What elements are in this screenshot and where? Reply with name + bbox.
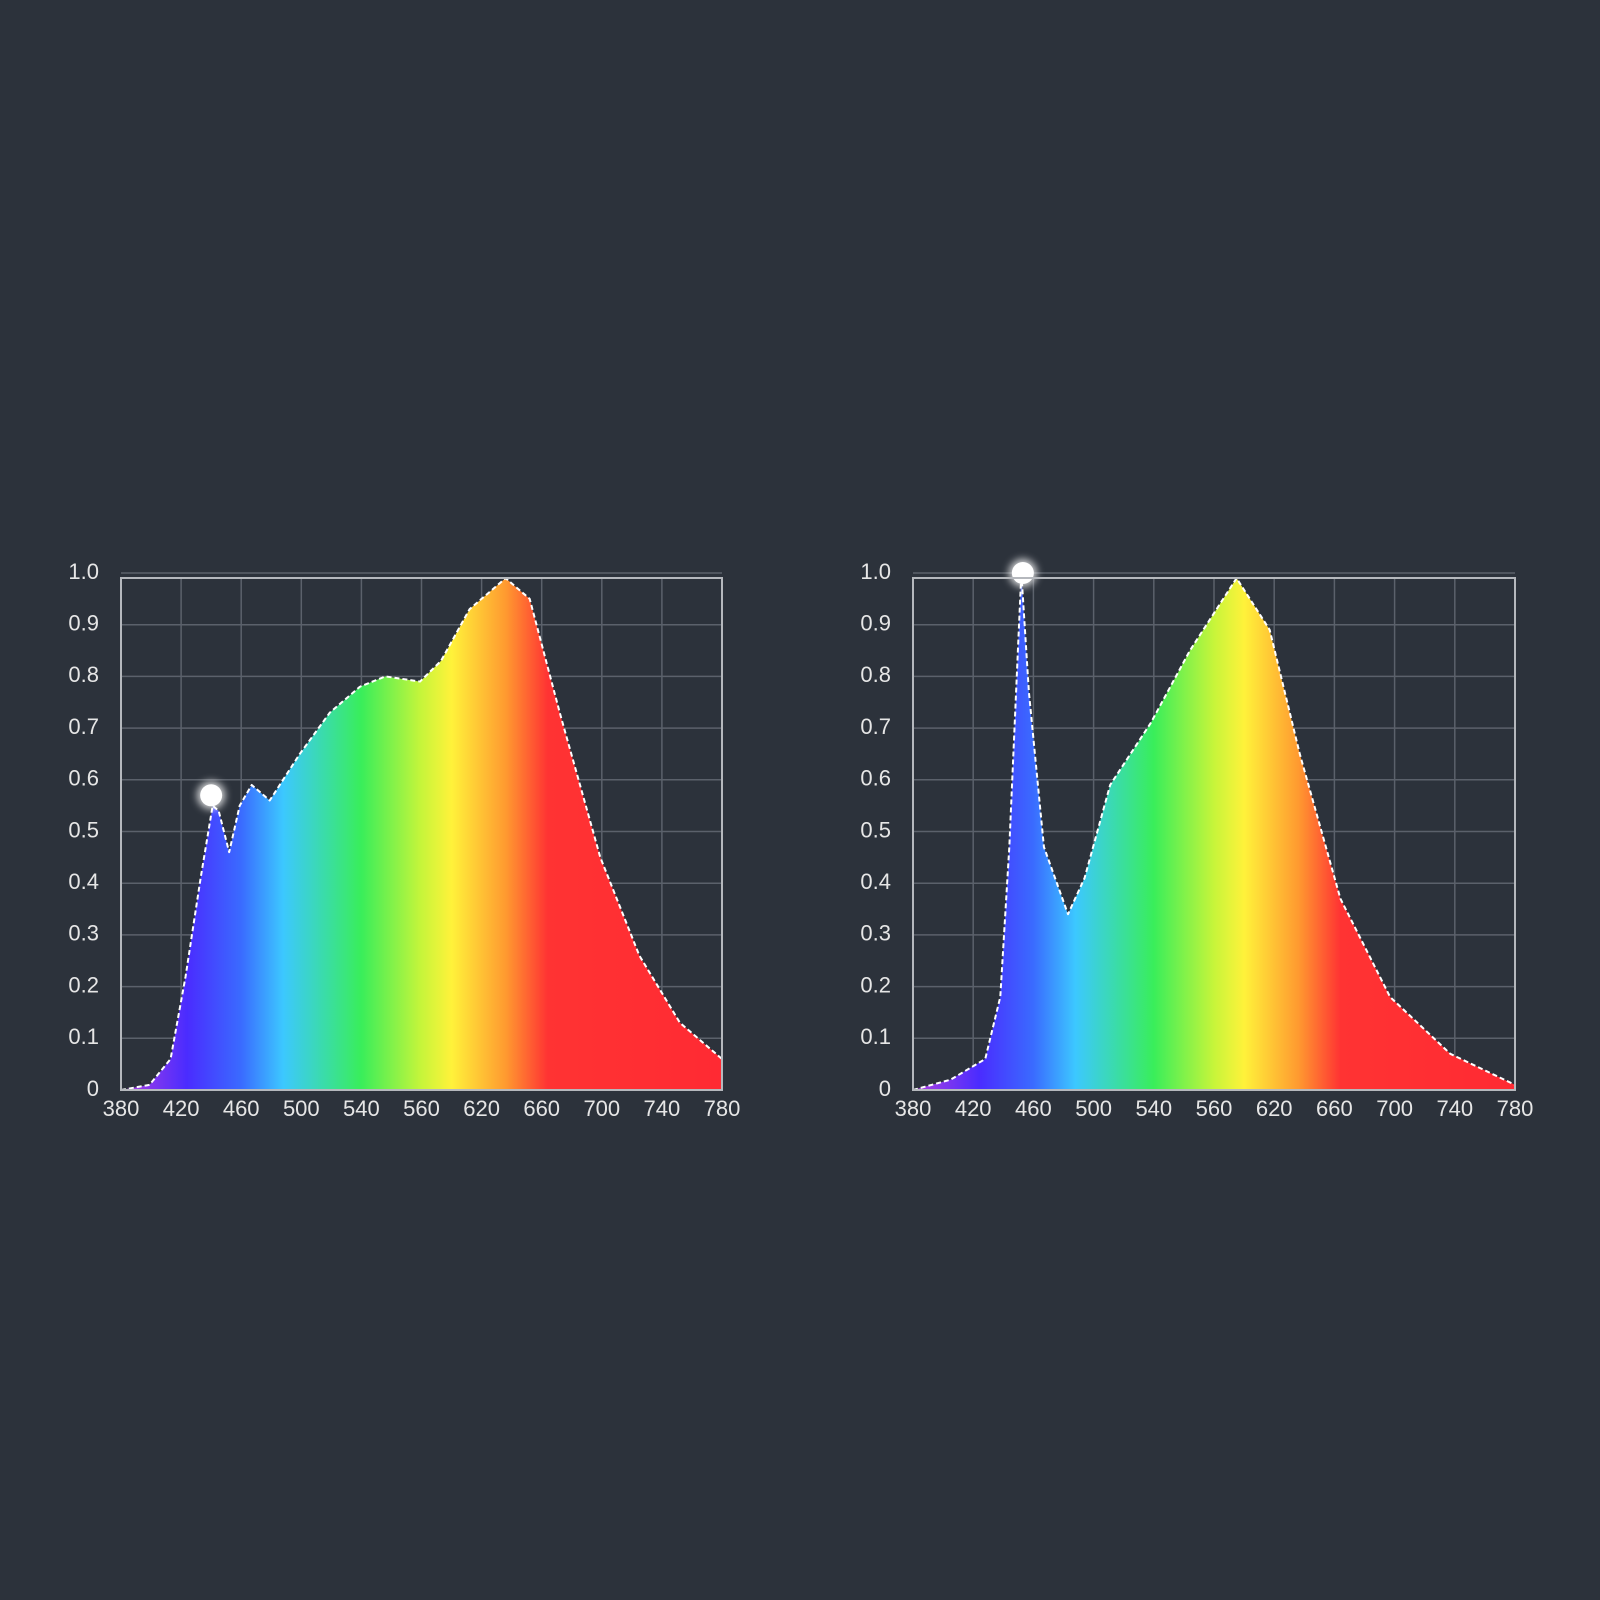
x-tick-label: 660 (1316, 1096, 1353, 1121)
y-tick-label: 0.8 (68, 662, 99, 687)
x-tick-label: 380 (103, 1096, 140, 1121)
y-tick-label: 0.6 (860, 766, 891, 791)
y-tick-label: 0.4 (860, 869, 891, 894)
y-tick-label: 0.3 (68, 921, 99, 946)
x-tick-label: 620 (463, 1096, 500, 1121)
x-tick-label: 500 (283, 1096, 320, 1121)
y-tick-label: 0.4 (68, 869, 99, 894)
peak-marker (1011, 562, 1034, 584)
x-tick-label: 560 (1196, 1096, 1233, 1121)
y-tick-label: 0.9 (68, 611, 99, 636)
y-tick-label: 0 (87, 1076, 99, 1101)
peak-marker (200, 784, 223, 807)
y-tick-label: 0.2 (860, 972, 891, 997)
spectrum-area (121, 578, 722, 1090)
x-tick-label: 380 (895, 1096, 932, 1121)
y-tick-label: 0.3 (860, 921, 891, 946)
x-tick-label: 500 (1075, 1096, 1112, 1121)
y-tick-label: 0.6 (68, 766, 99, 791)
y-tick-label: 0.5 (68, 817, 99, 842)
x-tick-label: 420 (163, 1096, 200, 1121)
spectrum-line (912, 572, 1516, 1091)
y-tick-label: 0.1 (68, 1024, 99, 1049)
x-tick-label: 560 (403, 1096, 440, 1121)
y-tick-label: 0.1 (860, 1024, 891, 1049)
x-tick-label: 780 (704, 1096, 741, 1121)
y-tick-label: 0.7 (68, 714, 99, 739)
x-tick-label: 540 (343, 1096, 380, 1121)
x-tick-label: 740 (644, 1096, 681, 1121)
plot-frame (120, 577, 723, 1091)
x-tick-label: 460 (223, 1096, 260, 1121)
x-tick-label: 660 (523, 1096, 560, 1121)
spectrum-line (120, 577, 723, 1091)
y-tick-label: 0.5 (860, 817, 891, 842)
x-tick-label: 540 (1135, 1096, 1172, 1121)
y-tick-label: 0.2 (68, 972, 99, 997)
y-tick-label: 0.8 (860, 662, 891, 687)
x-tick-label: 740 (1436, 1096, 1473, 1121)
x-tick-label: 780 (1497, 1096, 1534, 1121)
y-tick-label: 1.0 (68, 559, 99, 584)
x-tick-label: 460 (1015, 1096, 1052, 1121)
spectrum-area (913, 573, 1515, 1090)
y-tick-label: 0 (879, 1076, 891, 1101)
y-tick-label: 0.7 (860, 714, 891, 739)
x-tick-label: 700 (583, 1096, 620, 1121)
x-tick-label: 620 (1256, 1096, 1293, 1121)
x-tick-label: 420 (955, 1096, 992, 1121)
y-tick-label: 0.9 (860, 611, 891, 636)
y-tick-label: 1.0 (860, 559, 891, 584)
x-tick-label: 700 (1376, 1096, 1413, 1121)
plot-frame (912, 577, 1516, 1091)
